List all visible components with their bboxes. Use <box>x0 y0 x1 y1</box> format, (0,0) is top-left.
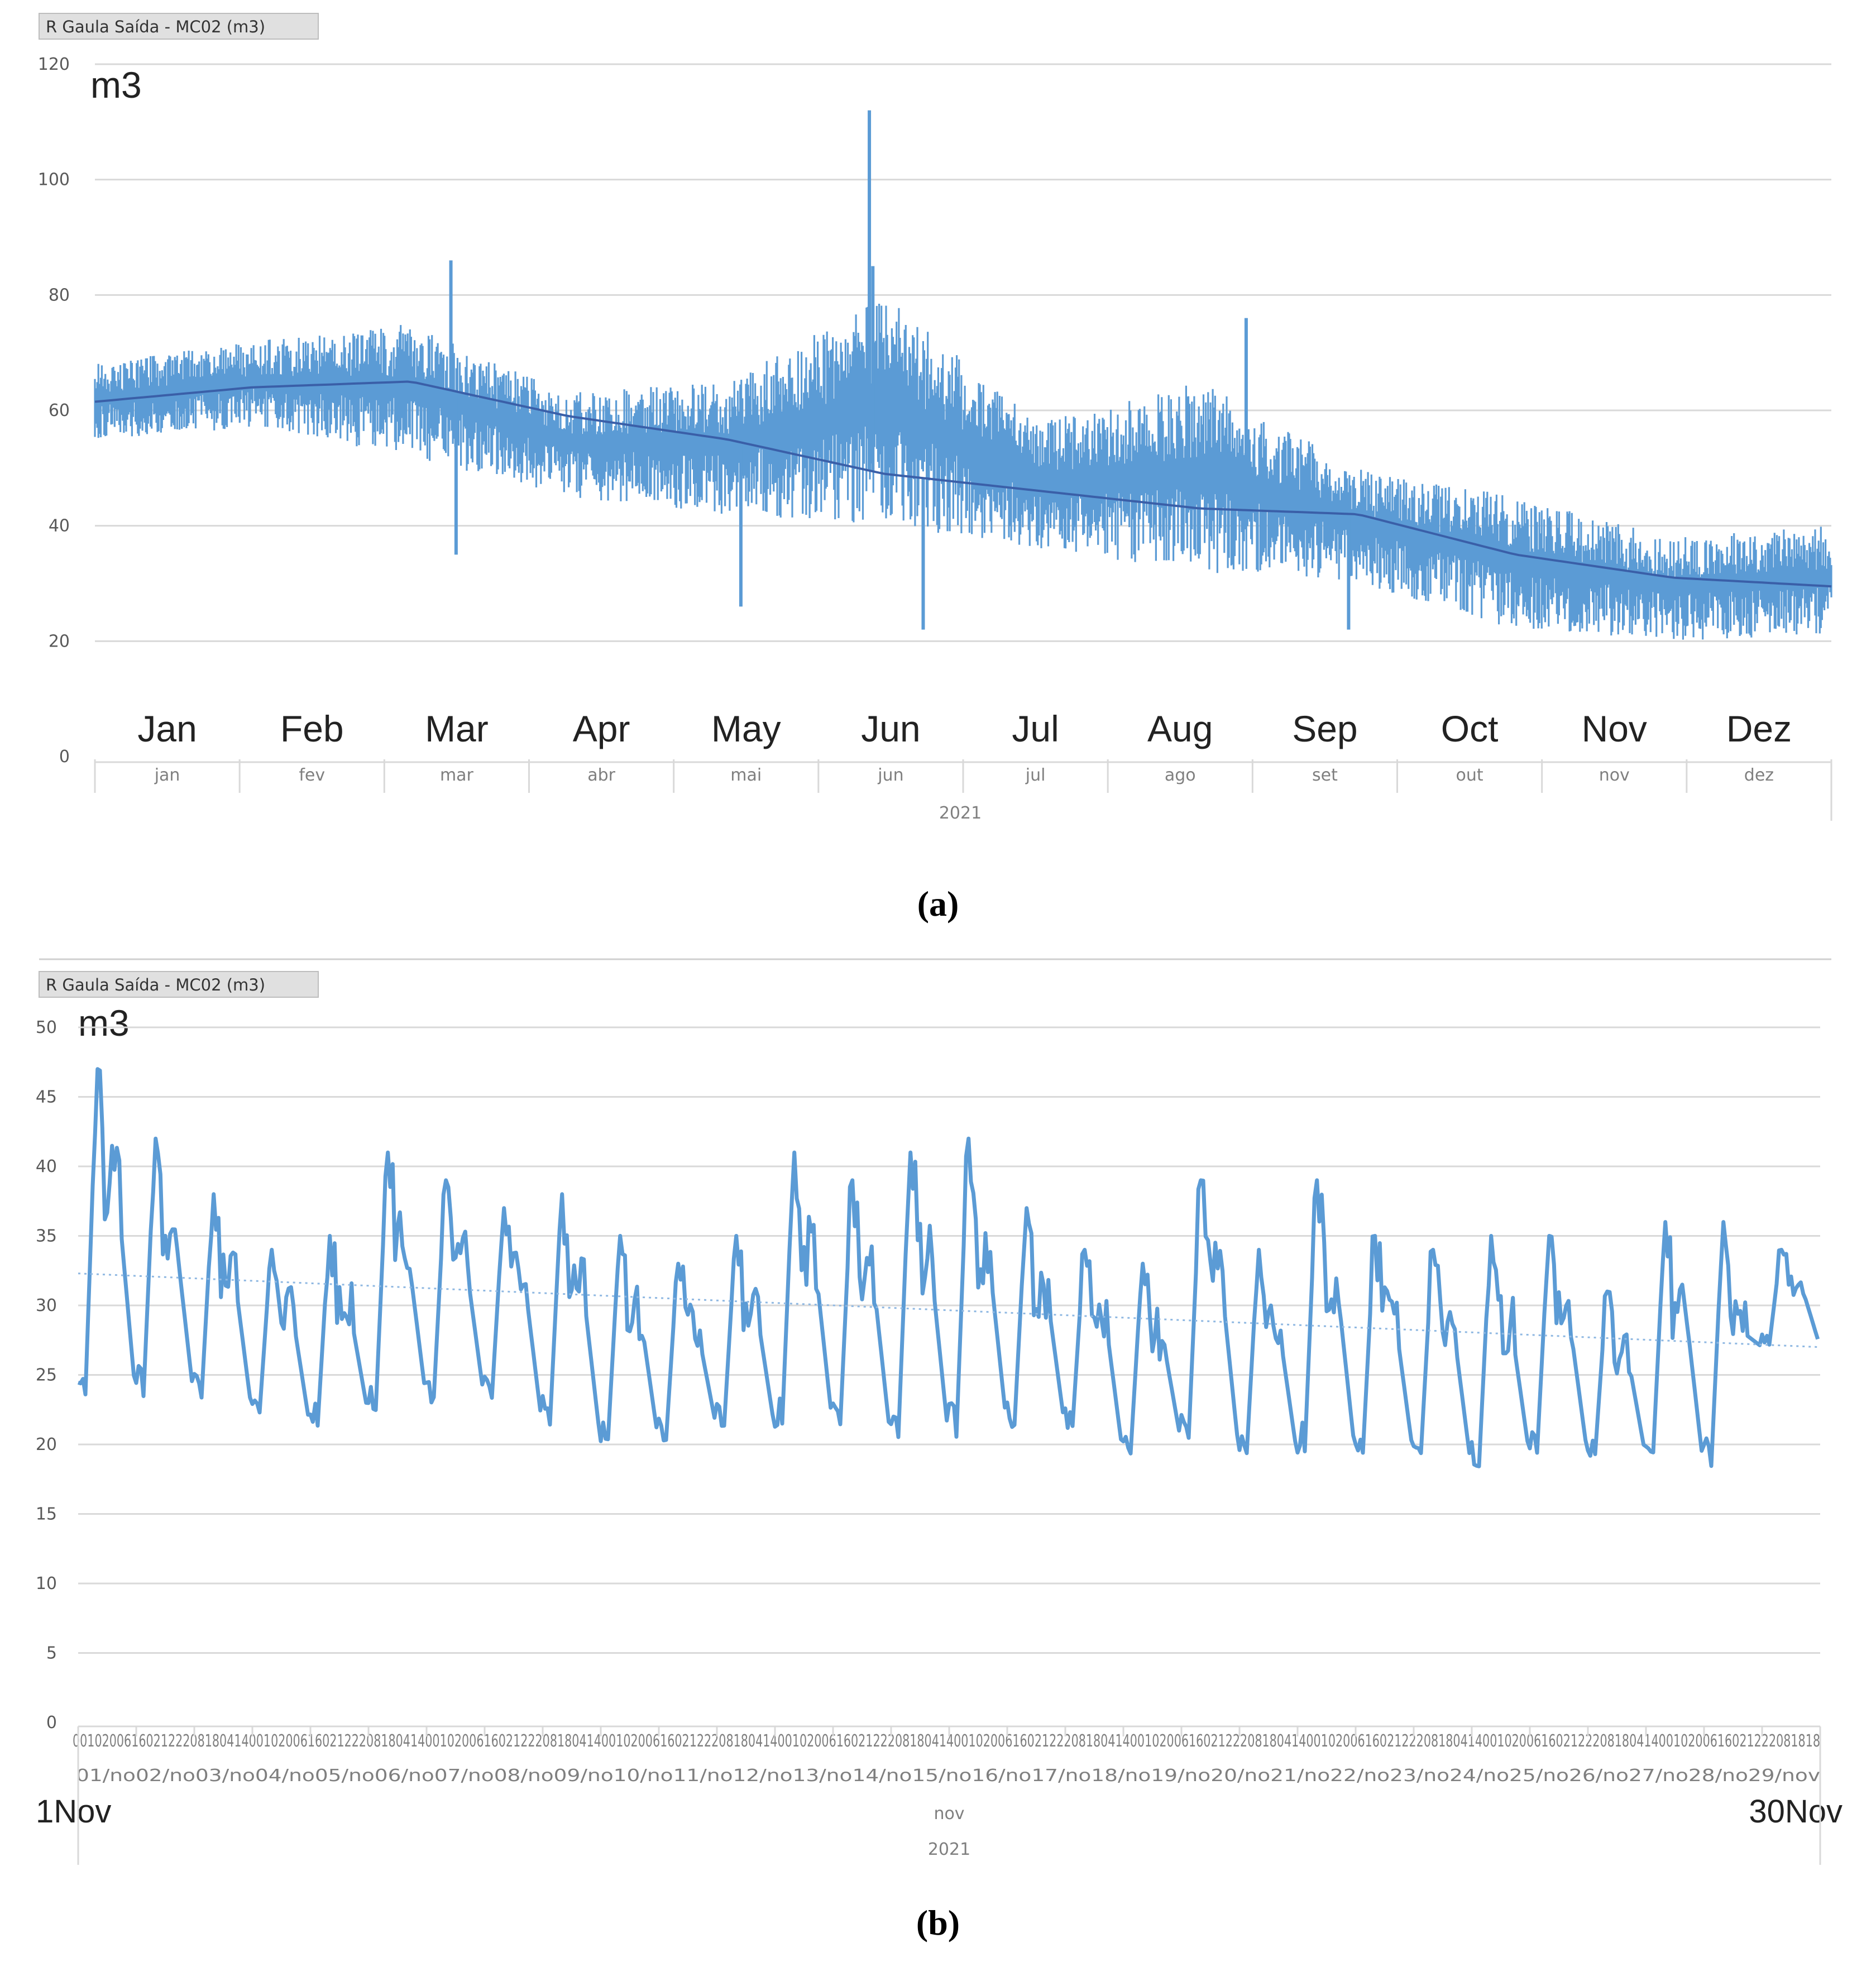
panel-a-month-label: Apr <box>573 708 630 749</box>
panel-a-month-short-label: mai <box>730 765 762 785</box>
panel-a-month-short-label: ago <box>1165 765 1196 785</box>
panel-a-month-label: Dez <box>1726 708 1792 749</box>
panel-a-y-tick-label: 100 <box>38 170 70 190</box>
panel-b-unit-label: m3 <box>78 1002 130 1044</box>
panel-a-y-tick-label: 80 <box>49 285 70 305</box>
panel-b-series-line <box>77 1067 1820 1468</box>
panel-b-y-tick-label: 45 <box>36 1088 57 1107</box>
panel-a-month-label: Sep <box>1292 708 1357 749</box>
panel-b-series-badge-label: R Gaula Saída - MC02 (m3) <box>46 975 265 994</box>
panel-a-month-short-label: nov <box>1599 765 1630 785</box>
panel-a-month-label: Mar <box>425 708 489 749</box>
panel-b-series <box>77 1067 1821 1468</box>
panel-a-month-label: Nov <box>1582 708 1647 749</box>
panel-a-x-axis: Jan jan Feb fev Mar mar Apr abr May mai Jun jun Jul j… <box>94 708 1832 821</box>
panel-b-trend-line <box>78 1272 1821 1348</box>
panel-a-trend-line <box>94 380 1832 588</box>
panel-b-start-label: 1Nov <box>36 1793 111 1830</box>
panel-a-y-tick-label: 0 <box>59 747 70 767</box>
panel-a-series-badge[interactable] <box>39 13 319 40</box>
panel-b-chart: R Gaula Saída - MC02 (m3) m3 0 5 10 15 20 25 3… <box>36 971 1842 1865</box>
panel-a-month-short-label: out <box>1456 765 1483 785</box>
panel-b-x-axis: 0010200616021222081804140010200616021222… <box>36 1725 1842 1865</box>
panel-a-month-short-label: mar <box>440 765 474 785</box>
panel-b-y-tick-label: 5 <box>46 1644 57 1663</box>
panel-b-y-axis: 0 5 10 15 20 25 30 35 40 45 50 <box>36 1018 57 1733</box>
panel-a-y-axis: 0 20 40 60 80 100 120 <box>38 55 70 767</box>
panel-a-chart: R Gaula Saída - MC02 (m3) m3 0 20 40 60 80 10… <box>38 13 1832 823</box>
panel-b-y-tick-label: 40 <box>36 1157 57 1176</box>
panel-b-end-label: 30Nov <box>1749 1793 1842 1830</box>
panel-a-month-label: Feb <box>280 708 344 749</box>
panel-a-y-tick-label: 120 <box>38 55 70 74</box>
panel-a-y-tick-label: 40 <box>49 516 70 536</box>
panel-b-y-tick-label: 30 <box>36 1296 57 1315</box>
panel-a-unit-label: m3 <box>90 64 142 106</box>
panel-b-series-badge[interactable] <box>39 971 319 998</box>
panel-b-y-tick-label: 20 <box>36 1435 57 1454</box>
panel-a-month-label: Oct <box>1441 708 1499 749</box>
panel-a-year-label: 2021 <box>939 803 982 823</box>
panel-a-y-tick-label: 60 <box>49 401 70 420</box>
panel-a-series <box>94 110 1832 640</box>
panel-b-gridlines <box>78 1026 1820 1654</box>
panel-a-month-label: May <box>711 708 781 749</box>
panel-b-y-tick-label: 15 <box>36 1505 57 1524</box>
panel-a-month-short-label: fev <box>299 765 325 785</box>
panel-a-month-label: Jul <box>1012 708 1059 749</box>
panel-a-y-tick-label: 20 <box>49 631 70 651</box>
panel-a-month-label: Jan <box>137 708 197 749</box>
panel-b-y-tick-label: 0 <box>46 1713 57 1733</box>
panel-a-series-badge-label: R Gaula Saída - MC02 (m3) <box>46 17 265 36</box>
panel-a-month-short-label: set <box>1312 765 1338 785</box>
panel-a-month-short-label: abr <box>587 765 615 785</box>
panel-b-caption: (b) <box>916 1903 960 1942</box>
panel-b-day-label-row: 01/no02/no03/no04/no05/no06/no07/no08/no… <box>76 1766 1820 1786</box>
panel-b-month-label: nov <box>934 1804 964 1824</box>
panel-a-month-short-label: jan <box>154 765 180 785</box>
panel-a-month-label: Jun <box>861 708 920 749</box>
panel-b-hour-tick-row: 0010200616021222081804140010200616021222… <box>73 1731 1820 1751</box>
panel-b-y-tick-label: 35 <box>36 1227 57 1246</box>
panel-b-y-tick-label: 50 <box>36 1018 57 1037</box>
panel-b-y-tick-label: 25 <box>36 1366 57 1385</box>
panel-a-caption: (a) <box>917 884 959 923</box>
panel-b-year-label: 2021 <box>928 1840 970 1859</box>
panel-a-series-band <box>94 304 1832 640</box>
panel-a-month-label: Aug <box>1147 708 1213 749</box>
panel-a-month-short-label: dez <box>1744 765 1774 785</box>
panel-a-month-short-label: jun <box>877 765 903 785</box>
panel-a-month-short-label: jul <box>1025 765 1046 785</box>
panel-b-y-tick-label: 10 <box>36 1574 57 1594</box>
